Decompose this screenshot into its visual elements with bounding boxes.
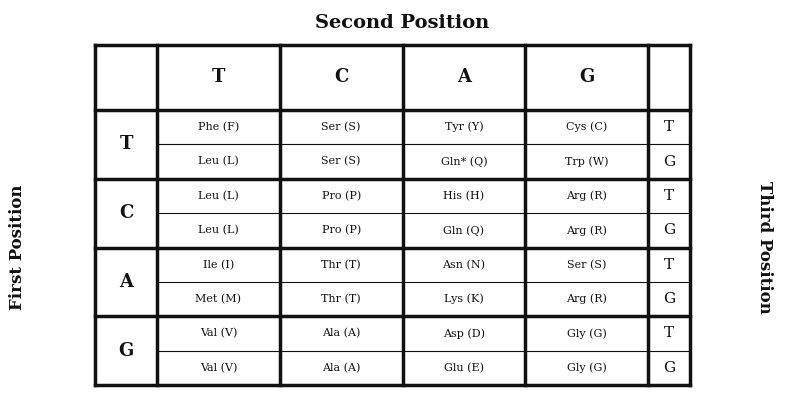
Text: Leu (L): Leu (L)	[198, 225, 238, 236]
Text: T: T	[212, 68, 225, 86]
Text: Ala (A): Ala (A)	[322, 363, 360, 373]
Text: Cys (C): Cys (C)	[566, 122, 607, 132]
Text: Arg (R): Arg (R)	[566, 225, 607, 236]
Text: Asp (D): Asp (D)	[443, 328, 485, 339]
Text: Ile (I): Ile (I)	[202, 260, 234, 270]
Text: C: C	[119, 204, 133, 222]
Text: Gly (G): Gly (G)	[566, 328, 606, 339]
Text: Thr (T): Thr (T)	[322, 294, 361, 304]
Text: Ser (S): Ser (S)	[322, 122, 361, 132]
Text: T: T	[664, 189, 674, 203]
Text: Met (M): Met (M)	[195, 294, 242, 304]
Text: Phe (F): Phe (F)	[198, 122, 239, 132]
Text: Gly (G): Gly (G)	[566, 362, 606, 373]
Text: A: A	[457, 68, 471, 86]
Bar	[95, 45, 690, 385]
Text: Ser (S): Ser (S)	[567, 260, 606, 270]
Text: A: A	[119, 273, 133, 291]
Text: Val (V): Val (V)	[200, 363, 237, 373]
Text: Ser (S): Ser (S)	[322, 156, 361, 167]
Text: G: G	[579, 68, 594, 86]
Text: Arg (R): Arg (R)	[566, 294, 607, 304]
Text: G: G	[663, 223, 675, 237]
Text: Val (V): Val (V)	[200, 328, 237, 338]
Text: Gln (Q): Gln (Q)	[443, 225, 484, 236]
Text: Gln* (Q): Gln* (Q)	[441, 156, 487, 167]
Text: Leu (L): Leu (L)	[198, 156, 238, 167]
Text: C: C	[334, 68, 348, 86]
Text: Asn (N): Asn (N)	[442, 260, 486, 270]
Text: Second Position: Second Position	[315, 14, 490, 32]
Text: G: G	[663, 154, 675, 168]
Text: Trp (W): Trp (W)	[565, 156, 608, 167]
Text: Leu (L): Leu (L)	[198, 191, 238, 201]
Text: Pro (P): Pro (P)	[322, 191, 361, 201]
Text: T: T	[664, 258, 674, 272]
Text: T: T	[664, 120, 674, 134]
Text: Arg (R): Arg (R)	[566, 191, 607, 201]
Text: Third Position: Third Position	[757, 181, 774, 314]
Text: First Position: First Position	[10, 185, 26, 310]
Text: G: G	[663, 361, 675, 375]
Text: Tyr (Y): Tyr (Y)	[445, 122, 483, 132]
Text: Ala (A): Ala (A)	[322, 328, 360, 338]
Text: Pro (P): Pro (P)	[322, 225, 361, 236]
Text: T: T	[664, 326, 674, 340]
Text: Lys (K): Lys (K)	[444, 294, 484, 304]
Text: His (H): His (H)	[443, 191, 485, 201]
Text: T: T	[119, 135, 133, 153]
Text: Glu (E): Glu (E)	[444, 363, 484, 373]
Text: G: G	[118, 342, 134, 360]
Text: G: G	[663, 292, 675, 306]
Text: Thr (T): Thr (T)	[322, 260, 361, 270]
